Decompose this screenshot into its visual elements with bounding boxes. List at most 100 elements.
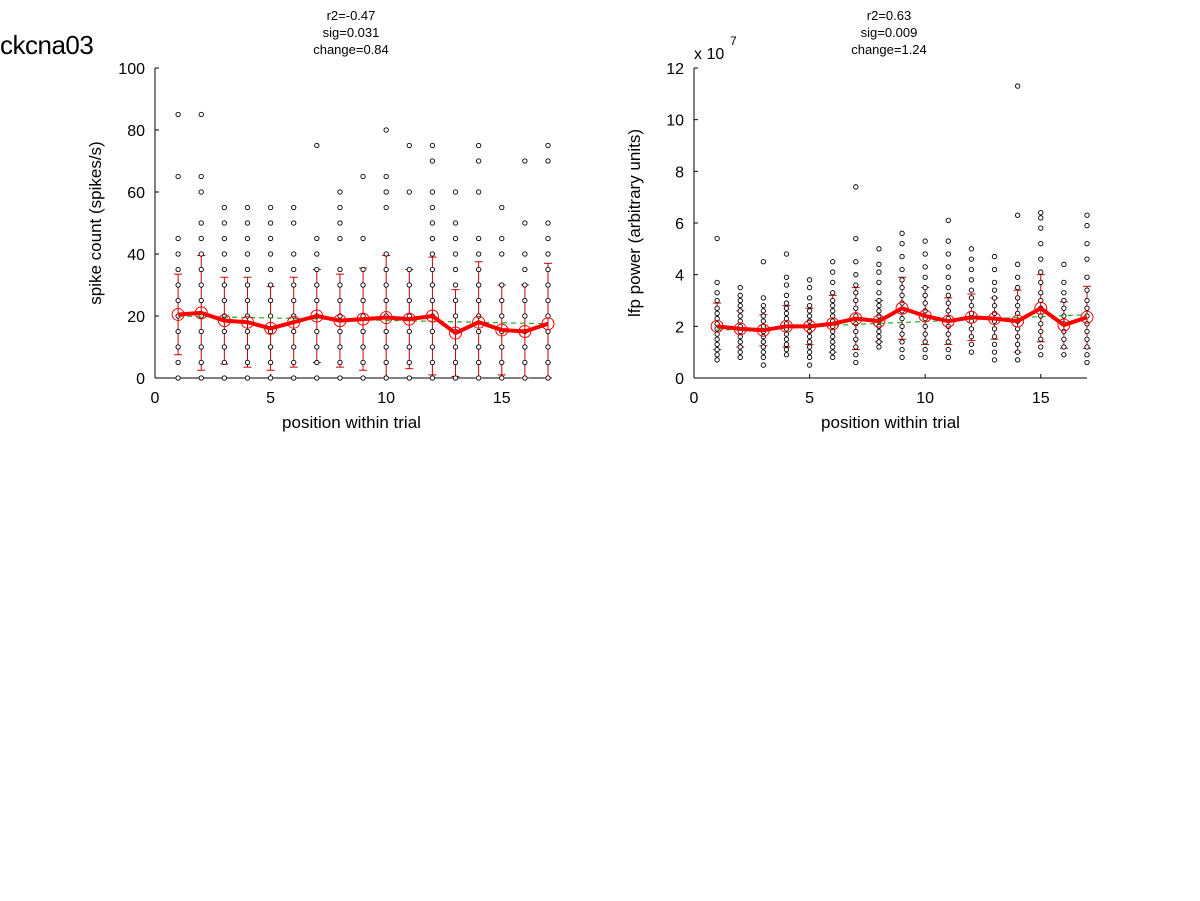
- scatter-point: [991, 279, 998, 286]
- scatter-point: [1038, 256, 1044, 262]
- scatter-point: [383, 251, 389, 257]
- scatter-point: [876, 339, 882, 345]
- scatter-point: [545, 251, 551, 257]
- scatter-point: [244, 251, 251, 257]
- scatter-point: [806, 295, 813, 301]
- scatter-point: [522, 282, 528, 288]
- scatter-point: [221, 204, 228, 211]
- x-axis-label: position within trial: [282, 413, 421, 432]
- scatter-point: [714, 346, 720, 353]
- scatter-point: [1014, 261, 1021, 267]
- scatter-point: [475, 297, 482, 304]
- scatter-point: [830, 308, 836, 314]
- scatter-point: [475, 344, 482, 350]
- y-axis-exponent-label: x 10: [694, 46, 724, 63]
- scatter-point: [899, 277, 905, 283]
- scatter-point: [244, 282, 251, 288]
- x-tick-label: 5: [266, 390, 275, 407]
- scatter-point: [1014, 303, 1021, 309]
- scatter-point: [922, 292, 928, 298]
- scatter-point: [899, 339, 905, 345]
- scatter-point: [452, 189, 459, 195]
- scatter-point: [429, 251, 436, 257]
- scatter-point: [499, 204, 505, 211]
- scatter-point: [922, 346, 928, 353]
- scatter-point: [291, 328, 297, 335]
- scatter-point: [853, 305, 859, 311]
- scatter-point: [198, 297, 204, 304]
- mean-marker: [402, 312, 416, 326]
- scatter-point: [760, 362, 767, 368]
- scatter-point: [221, 328, 228, 335]
- scatter-point: [522, 266, 528, 273]
- scatter-point: [522, 251, 528, 257]
- scatter-point: [1038, 210, 1044, 216]
- scatter-point: [899, 266, 905, 273]
- scatter-point: [314, 297, 320, 304]
- scatter-point: [175, 235, 181, 242]
- scatter-point: [452, 251, 459, 257]
- scatter-point: [1014, 341, 1021, 348]
- scatter-point: [830, 354, 836, 360]
- scatter-point: [1061, 344, 1067, 350]
- scatter-point: [876, 328, 882, 335]
- scatter-point: [945, 292, 951, 298]
- scatter-point: [714, 290, 720, 296]
- scatter-point: [499, 282, 505, 288]
- scatter-point: [714, 336, 720, 342]
- y-axis-label: spike count (spikes/s): [86, 141, 105, 304]
- scatter-point: [360, 359, 366, 366]
- scatter-point: [244, 235, 251, 242]
- y-axis-exponent-power: 7: [730, 34, 737, 48]
- scatter-point: [737, 339, 743, 345]
- scatter-point: [991, 349, 998, 355]
- scatter-point: [853, 282, 859, 288]
- y-tick-label: 4: [675, 268, 684, 285]
- scatter-point: [267, 204, 274, 211]
- scatter-point: [830, 339, 836, 345]
- x-tick-label: 5: [805, 390, 814, 407]
- y-tick-label: 60: [127, 185, 145, 202]
- scatter-point: [991, 295, 998, 301]
- x-tick-label: 15: [493, 390, 511, 407]
- mean-marker: [1011, 314, 1025, 328]
- scatter-point: [876, 297, 882, 304]
- scatter-point: [545, 235, 551, 242]
- scatter-point: [291, 282, 297, 288]
- y-tick-label: 40: [127, 247, 145, 264]
- scatter-point: [806, 303, 813, 309]
- y-tick-label: 2: [675, 319, 684, 336]
- scatter-point: [945, 284, 951, 291]
- scatter-point: [945, 300, 951, 306]
- scatter-point: [337, 297, 343, 304]
- scatter-point: [244, 344, 251, 350]
- scatter-point: [452, 297, 459, 304]
- y-tick-label: 20: [127, 309, 145, 326]
- scatter-point: [175, 251, 181, 257]
- chart-panel-1: r2=-0.47 sig=0.031 change=0.84 0 5 10 15 0 20 40 6…: [86, 8, 555, 432]
- scatter-point: [452, 282, 459, 288]
- scatter-point: [406, 375, 412, 381]
- scatter-point: [876, 313, 882, 319]
- scatter-point: [830, 269, 836, 275]
- scatter-point: [314, 142, 320, 149]
- scatter-point: [968, 326, 975, 332]
- mean-marker: [356, 312, 370, 326]
- scatter-point: [945, 238, 951, 244]
- chart-title-line: sig=0.031: [323, 25, 380, 40]
- scatter-point: [968, 246, 975, 252]
- scatter-point: [1084, 344, 1090, 350]
- scatter-point: [314, 282, 320, 288]
- scatter-point: [830, 334, 836, 340]
- scatter-point: [899, 323, 905, 329]
- scatter-point: [922, 238, 928, 244]
- scatter-point: [945, 251, 951, 257]
- scatter-point: [383, 204, 389, 211]
- scatter-point: [383, 127, 389, 133]
- x-tick-label: 0: [690, 390, 699, 407]
- scatter-point: [267, 282, 274, 288]
- scatter-point: [714, 297, 720, 304]
- scatter-point: [267, 251, 274, 257]
- scatter-point: [360, 235, 366, 242]
- scatter-point: [314, 344, 320, 350]
